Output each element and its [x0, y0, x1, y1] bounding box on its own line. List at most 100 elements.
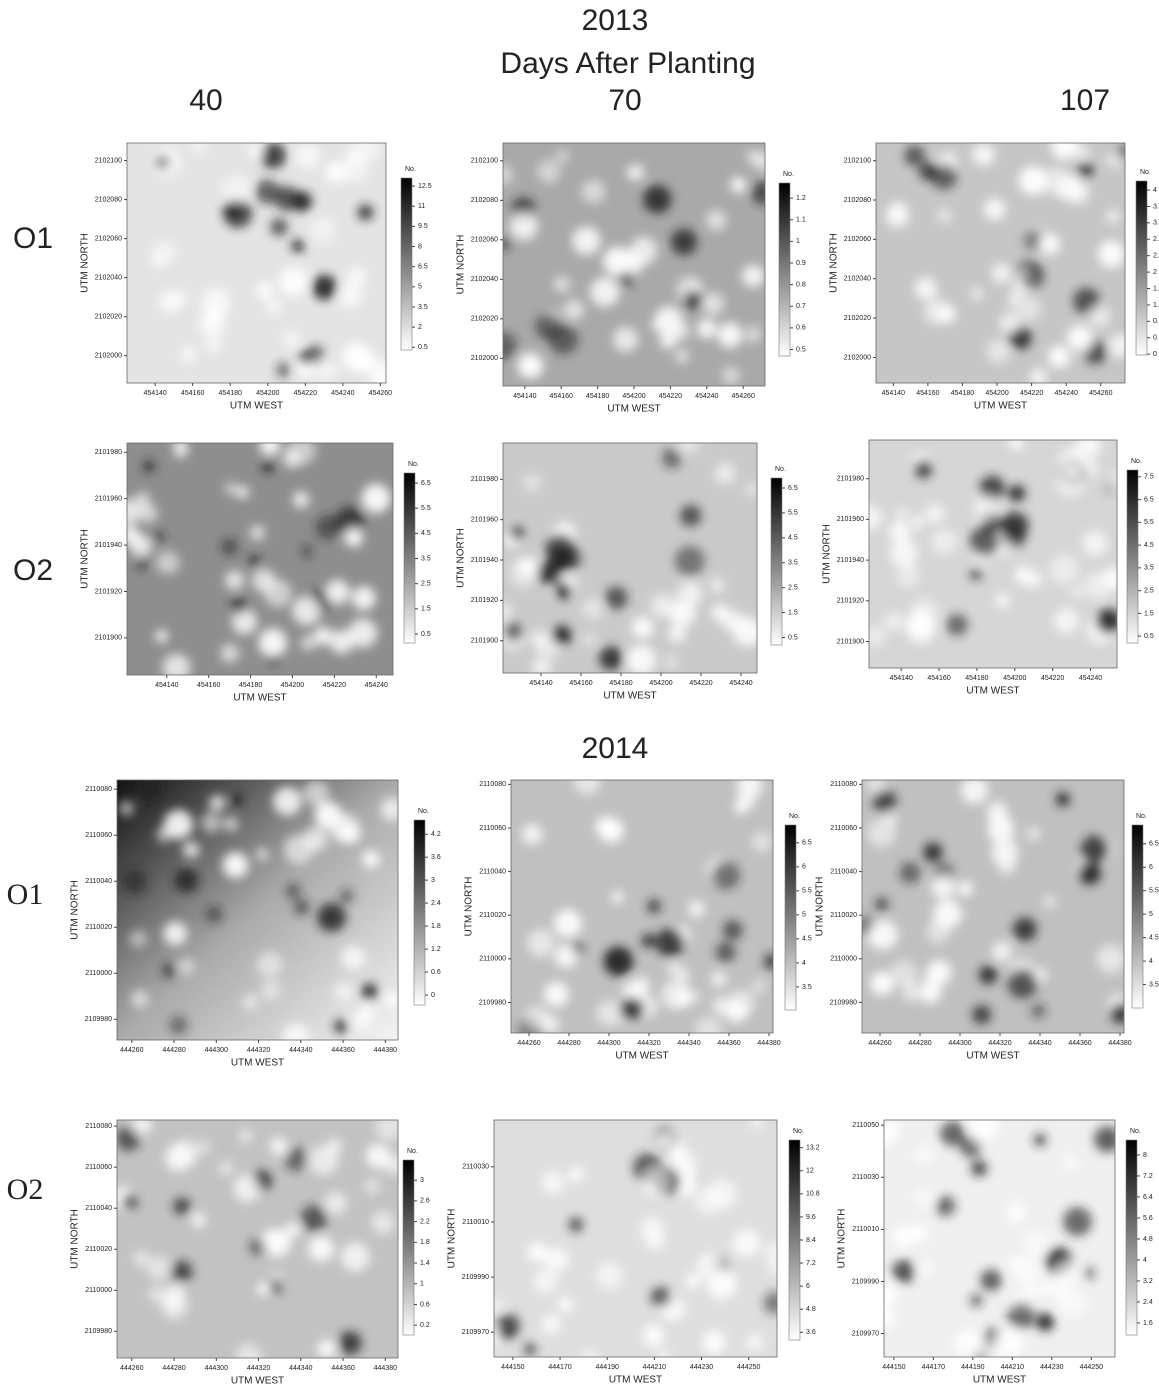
x-tick-label: 444360	[1068, 1040, 1091, 1047]
colorbar-tick-label: 6	[802, 864, 806, 871]
blob	[875, 898, 889, 912]
colorbar-tick-label: 2	[1153, 269, 1157, 276]
figure: 2013 Days After Planting 40 70 107 2014 …	[0, 0, 1159, 1392]
x-axis-label: UTM WEST	[603, 691, 656, 702]
x-tick-label: 444300	[205, 1365, 228, 1372]
blob	[292, 596, 321, 625]
blob	[1097, 945, 1126, 974]
colorbar-tick-label: 0.5	[421, 631, 431, 638]
blob	[970, 569, 982, 581]
blob	[549, 547, 574, 572]
y-tick-label: 2110060	[479, 825, 506, 832]
blob	[384, 1154, 405, 1175]
blob	[316, 360, 337, 381]
blob	[1007, 1302, 1035, 1330]
blob	[250, 525, 265, 540]
blob	[611, 891, 623, 903]
x-tick-label: 444250	[737, 1364, 760, 1371]
blob	[209, 795, 225, 811]
blob	[715, 463, 735, 483]
colorbar-tick-label: 1	[420, 1281, 424, 1288]
blob	[979, 966, 997, 984]
x-tick-label: 444190	[596, 1364, 619, 1371]
x-axis-label: UTM WEST	[966, 1051, 1019, 1062]
blob	[684, 584, 701, 601]
colorbar-tick-label: 6.5	[788, 485, 798, 492]
blob	[292, 191, 312, 211]
blob	[753, 980, 766, 993]
colorbar-tick-label: 1.2	[796, 195, 806, 202]
title: 2013	[582, 4, 649, 37]
blob	[662, 448, 682, 468]
blob	[230, 597, 247, 614]
x-tick-label: 444260	[868, 1040, 891, 1047]
blob	[958, 881, 973, 896]
blob	[257, 282, 273, 298]
colorbar-tick-label: 4.5	[1144, 542, 1154, 549]
colorbar	[404, 473, 415, 643]
blob	[1105, 474, 1125, 494]
y-axis-label: UTM NORTH	[80, 233, 91, 293]
y-tick-label: 2102100	[471, 158, 498, 165]
blob	[313, 626, 332, 645]
blob	[152, 254, 164, 266]
colorbar-tick-label: 1.5	[1144, 610, 1154, 617]
blob	[284, 1147, 308, 1171]
blob	[159, 291, 180, 312]
blob	[1042, 167, 1070, 195]
blob	[736, 793, 754, 811]
blob	[569, 1217, 583, 1231]
blob	[296, 144, 320, 168]
blob	[312, 275, 337, 300]
blob	[558, 1297, 574, 1313]
blob	[1039, 234, 1059, 254]
blob	[156, 551, 179, 574]
blob	[890, 539, 917, 566]
blob	[1009, 435, 1023, 449]
blob	[1007, 1203, 1026, 1222]
y-tick-label: 2110040	[830, 868, 857, 875]
blob	[260, 143, 286, 169]
blob	[231, 794, 243, 806]
x-tick-label: 444320	[247, 1047, 270, 1054]
blob	[542, 1171, 565, 1194]
y-tick-label: 2110000	[830, 956, 857, 963]
y-tick-label: 2101940	[95, 542, 122, 549]
colorbar-tick-label: 3.2	[1153, 220, 1159, 227]
blob	[1025, 1284, 1039, 1298]
y-tick-label: 2101980	[95, 449, 122, 456]
blob	[1023, 269, 1043, 289]
colorbar-tick-label: 1.5	[421, 606, 431, 613]
blob	[1111, 1003, 1132, 1024]
blob	[669, 600, 696, 627]
blob	[889, 521, 910, 542]
row-label: O2	[13, 554, 53, 587]
blob	[293, 492, 309, 508]
blob	[970, 287, 983, 300]
blob	[362, 850, 380, 868]
blob	[131, 990, 148, 1007]
y-tick-label: 2110040	[85, 878, 112, 885]
y-tick-label: 2110040	[479, 868, 506, 875]
blob	[590, 277, 619, 306]
colorbar-tick-label: 3.5	[788, 560, 798, 567]
x-tick-label: 444230	[1040, 1364, 1063, 1371]
blob	[572, 227, 600, 255]
colorbar-tick-label: 0.6	[796, 325, 806, 332]
blob	[675, 546, 705, 576]
blob	[325, 1192, 347, 1214]
x-tick-label: 454220	[294, 390, 317, 397]
blob	[687, 990, 700, 1003]
blob	[1089, 306, 1111, 328]
y-tick-label: 2110080	[479, 781, 506, 788]
blob	[265, 298, 282, 315]
map-field	[127, 134, 397, 393]
blob	[605, 586, 628, 609]
blob	[899, 862, 920, 883]
blob	[135, 492, 150, 507]
colorbar-tick-label: 3.5	[1144, 565, 1154, 572]
x-tick-label: 444170	[548, 1364, 571, 1371]
blob	[522, 824, 542, 844]
y-tick-label: 2101960	[837, 516, 864, 523]
x-tick-label: 444300	[948, 1040, 971, 1047]
